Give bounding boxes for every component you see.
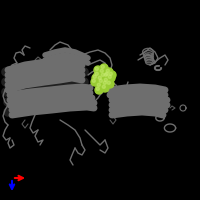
- Circle shape: [104, 71, 112, 79]
- Circle shape: [104, 73, 107, 76]
- Circle shape: [109, 72, 112, 75]
- Circle shape: [96, 82, 104, 90]
- Circle shape: [99, 68, 107, 76]
- Circle shape: [94, 71, 102, 79]
- Circle shape: [92, 79, 95, 82]
- Circle shape: [98, 78, 106, 86]
- Circle shape: [92, 74, 100, 82]
- Circle shape: [103, 81, 106, 84]
- Circle shape: [108, 75, 111, 78]
- Circle shape: [101, 84, 109, 92]
- Circle shape: [103, 77, 111, 85]
- Circle shape: [108, 71, 116, 79]
- Circle shape: [97, 83, 100, 86]
- Circle shape: [100, 64, 108, 72]
- Circle shape: [98, 76, 101, 79]
- Circle shape: [103, 72, 111, 80]
- Circle shape: [95, 67, 98, 70]
- Circle shape: [102, 85, 105, 88]
- Circle shape: [95, 86, 103, 94]
- Circle shape: [94, 66, 102, 74]
- Circle shape: [100, 72, 108, 80]
- Circle shape: [105, 68, 113, 76]
- Circle shape: [106, 69, 109, 72]
- Circle shape: [99, 79, 102, 82]
- Circle shape: [100, 69, 103, 72]
- Circle shape: [102, 80, 110, 88]
- Circle shape: [91, 78, 99, 86]
- Circle shape: [104, 78, 107, 81]
- Circle shape: [101, 73, 104, 76]
- Circle shape: [93, 75, 96, 78]
- Circle shape: [107, 81, 110, 84]
- Circle shape: [105, 72, 108, 75]
- Circle shape: [97, 75, 105, 83]
- Circle shape: [106, 80, 114, 88]
- Circle shape: [107, 74, 115, 82]
- Circle shape: [95, 72, 98, 75]
- Circle shape: [101, 65, 104, 68]
- Circle shape: [96, 87, 99, 90]
